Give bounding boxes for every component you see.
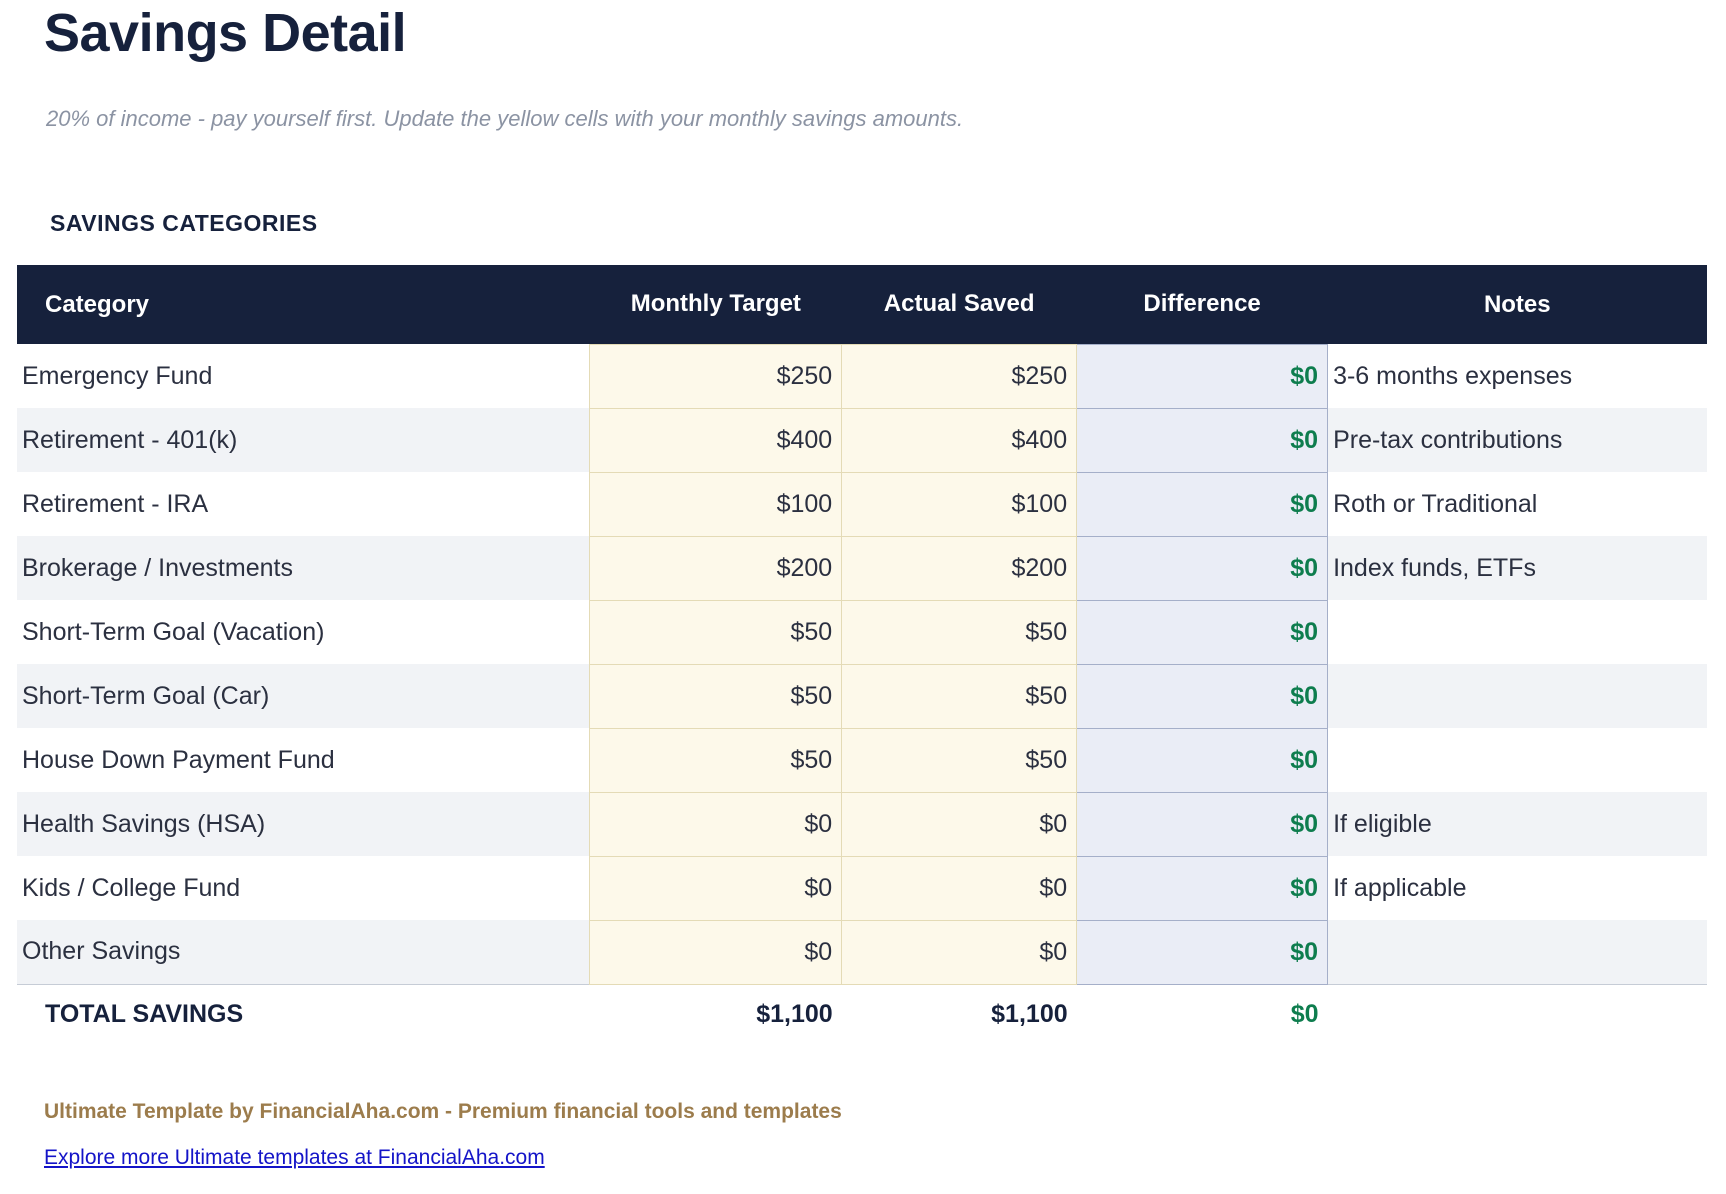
table-footer: TOTAL SAVINGS $1,100 $1,100 $0 [17,983,1707,1044]
notes-cell: Pre-tax contributions [1333,425,1563,454]
table-row: Retirement - 401(k) $400 $400 $0 Pre-tax con… [17,407,1707,473]
table-row: Emergency Fund $250 $250 $0 3-6 months expen… [17,343,1707,409]
col-header-monthly-target: Monthly Target [589,265,842,344]
difference-cell: $0 [1076,343,1329,409]
monthly-target-cell[interactable]: $200 [589,535,843,601]
category-cell: Short-Term Goal (Vacation) [22,617,325,646]
table-row: Other Savings $0 $0 $0 [17,919,1707,985]
notes-cell [1328,664,1707,728]
savings-categories-table: Category Monthly Target Actual Saved Dif… [17,265,1707,1044]
category-cell: Health Savings (HSA) [22,809,266,838]
monthly-target-cell[interactable]: $0 [589,791,843,857]
page-subtitle: 20% of income - pay yourself first. Upda… [46,106,964,131]
difference-cell: $0 [1076,471,1329,537]
difference-cell: $0 [1076,535,1329,601]
col-header-difference: Difference [1076,265,1328,344]
notes-cell [1328,600,1707,664]
header-row: Category Monthly Target Actual Saved Dif… [17,265,1707,344]
actual-saved-cell[interactable]: $400 [841,407,1078,473]
table-row: Short-Term Goal (Vacation) $50 $50 $0 [17,599,1707,665]
total-notes-spacer [1327,983,1707,1044]
monthly-target-cell[interactable]: $0 [589,919,843,985]
actual-saved-cell[interactable]: $100 [841,471,1078,537]
total-row: TOTAL SAVINGS $1,100 $1,100 $0 [17,983,1707,1044]
monthly-target-cell[interactable]: $250 [589,343,843,409]
table-row: Brokerage / Investments $200 $200 $0 Index f… [17,535,1707,601]
difference-cell: $0 [1076,791,1329,857]
category-cell: House Down Payment Fund [22,745,335,774]
category-cell: Kids / College Fund [22,873,241,902]
table-row: Health Savings (HSA) $0 $0 $0 If eligible [17,791,1707,857]
actual-saved-cell[interactable]: $0 [841,919,1078,985]
category-cell: Other Savings [22,937,181,966]
total-monthly-target: $1,100 [589,983,842,1044]
col-header-notes: Notes [1327,265,1707,344]
table-row: Short-Term Goal (Car) $50 $50 $0 [17,663,1707,729]
total-difference: $0 [1076,983,1328,1044]
actual-saved-cell[interactable]: $50 [841,663,1078,729]
category-cell: Short-Term Goal (Car) [22,681,270,710]
category-cell: Retirement - 401(k) [22,425,238,454]
table-row: House Down Payment Fund $50 $50 $0 [17,727,1707,793]
difference-cell: $0 [1076,663,1329,729]
actual-saved-cell[interactable]: $50 [841,599,1078,665]
notes-cell: Index funds, ETFs [1333,553,1536,582]
brand-credit: Ultimate Template by FinancialAha.com - … [44,1100,842,1123]
notes-cell: If applicable [1333,873,1467,902]
table-header: Category Monthly Target Actual Saved Dif… [17,265,1707,344]
monthly-target-cell[interactable]: $400 [589,407,843,473]
notes-cell: 3-6 months expenses [1333,361,1573,390]
notes-cell [1328,728,1707,792]
col-header-category: Category [17,265,590,344]
actual-saved-cell[interactable]: $50 [841,727,1078,793]
actual-saved-cell[interactable]: $0 [841,791,1078,857]
notes-cell: If eligible [1333,809,1432,838]
difference-cell: $0 [1076,407,1329,473]
monthly-target-cell[interactable]: $0 [589,855,843,921]
category-cell: Emergency Fund [22,361,213,390]
total-label: TOTAL SAVINGS [17,983,590,1044]
actual-saved-cell[interactable]: $200 [841,535,1078,601]
table-row: Retirement - IRA $100 $100 $0 Roth or Tradit… [17,471,1707,537]
actual-saved-cell[interactable]: $250 [841,343,1078,409]
category-cell: Retirement - IRA [22,489,209,518]
page-title: Savings Detail [44,3,407,63]
difference-cell: $0 [1076,855,1329,921]
monthly-target-cell[interactable]: $50 [589,599,843,665]
monthly-target-cell[interactable]: $50 [589,727,843,793]
notes-cell: Roth or Traditional [1333,489,1538,518]
explore-templates-link[interactable]: Explore more Ultimate templates at Finan… [44,1146,545,1169]
difference-cell: $0 [1076,919,1329,985]
monthly-target-cell[interactable]: $100 [589,471,843,537]
difference-cell: $0 [1076,599,1329,665]
table-body: Emergency Fund $250 $250 $0 3-6 months expen… [17,343,1707,985]
category-cell: Brokerage / Investments [22,553,293,582]
total-actual-saved: $1,100 [841,983,1077,1044]
section-heading: SAVINGS CATEGORIES [50,210,318,236]
table-row: Kids / College Fund $0 $0 $0 If applicable [17,855,1707,921]
difference-cell: $0 [1076,727,1329,793]
monthly-target-cell[interactable]: $50 [589,663,843,729]
actual-saved-cell[interactable]: $0 [841,855,1078,921]
col-header-actual-saved: Actual Saved [841,265,1077,344]
notes-cell [1328,920,1707,984]
